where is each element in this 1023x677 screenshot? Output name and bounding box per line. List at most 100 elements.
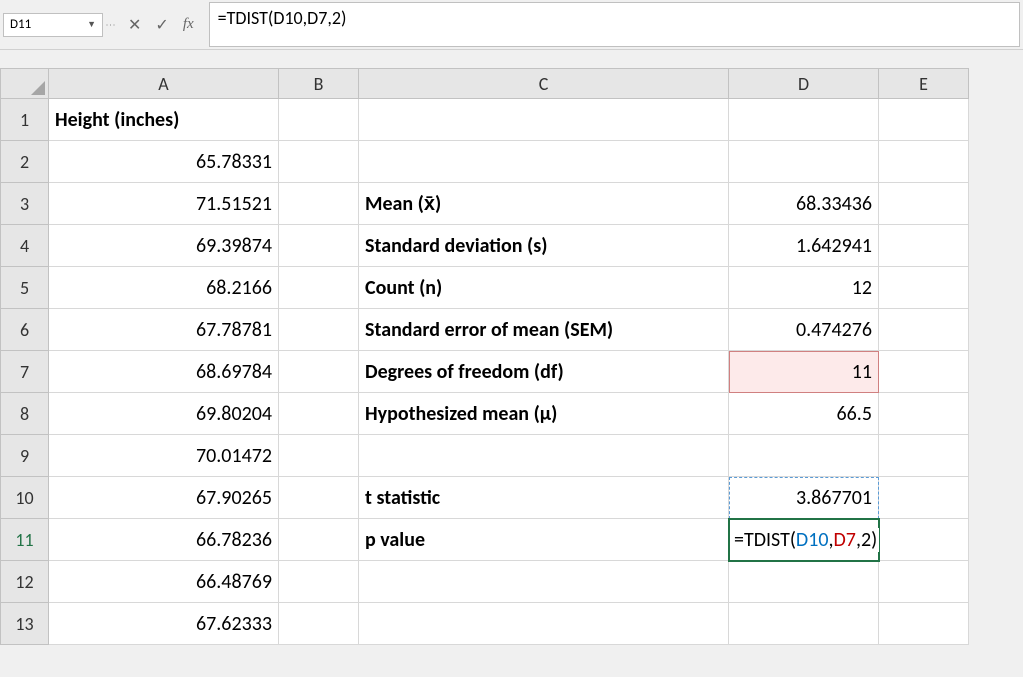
cancel-icon[interactable]: ✕ — [128, 15, 141, 35]
cell-E12[interactable] — [879, 561, 969, 603]
cell-E11[interactable] — [879, 519, 969, 561]
cell-E2[interactable] — [879, 141, 969, 183]
cell-B13[interactable] — [279, 603, 359, 645]
cell-B8[interactable] — [279, 393, 359, 435]
col-header-A[interactable]: A — [49, 69, 279, 99]
cell-A2[interactable]: 65.78331 — [49, 141, 279, 183]
cell-D7[interactable]: 11 — [729, 351, 879, 393]
row-header-10[interactable]: 10 — [1, 477, 49, 519]
cell-C7[interactable]: Degrees of freedom (df) — [359, 351, 729, 393]
formula-input[interactable]: =TDIST(D10,D7,2) — [209, 2, 1020, 47]
cell-C9[interactable] — [359, 435, 729, 477]
cell-D8[interactable]: 66.5 — [729, 393, 879, 435]
cell-E9[interactable] — [879, 435, 969, 477]
cell-B2[interactable] — [279, 141, 359, 183]
cell-A13[interactable]: 67.62333 — [49, 603, 279, 645]
name-box-wrap: D11 ▼ — [0, 0, 106, 49]
cell-B1[interactable] — [279, 99, 359, 141]
cell-A10[interactable]: 67.90265 — [49, 477, 279, 519]
cell-D10[interactable]: 3.867701 — [729, 477, 879, 519]
row-header-7[interactable]: 7 — [1, 351, 49, 393]
cell-B12[interactable] — [279, 561, 359, 603]
cell-E5[interactable] — [879, 267, 969, 309]
spreadsheet-grid: A B C D E 1 Height (inches) 2 65.78331 3… — [0, 68, 969, 645]
cell-D2[interactable] — [729, 141, 879, 183]
formula-bar-buttons: ✕ ✓ fx — [116, 0, 206, 49]
cell-A1[interactable]: Height (inches) — [49, 99, 279, 141]
row-header-12[interactable]: 12 — [1, 561, 49, 603]
cell-A5[interactable]: 68.2166 — [49, 267, 279, 309]
cell-E13[interactable] — [879, 603, 969, 645]
d11-prefix: =TDIST( — [734, 528, 796, 552]
separator: ⋮ — [106, 0, 116, 49]
select-all-corner[interactable] — [1, 69, 49, 99]
cell-A4[interactable]: 69.39874 — [49, 225, 279, 267]
d11-ref1: D10 — [796, 528, 829, 552]
cell-A11[interactable]: 66.78236 — [49, 519, 279, 561]
col-header-D[interactable]: D — [729, 69, 879, 99]
col-header-C[interactable]: C — [359, 69, 729, 99]
cell-D5[interactable]: 12 — [729, 267, 879, 309]
row-header-13[interactable]: 13 — [1, 603, 49, 645]
cell-E4[interactable] — [879, 225, 969, 267]
formula-text: =TDIST(D10,D7,2) — [218, 7, 347, 29]
cell-A6[interactable]: 67.78781 — [49, 309, 279, 351]
confirm-icon[interactable]: ✓ — [155, 15, 168, 35]
col-header-B[interactable]: B — [279, 69, 359, 99]
cell-B3[interactable] — [279, 183, 359, 225]
cell-C12[interactable] — [359, 561, 729, 603]
cell-C4[interactable]: Standard deviation (s) — [359, 225, 729, 267]
cell-E3[interactable] — [879, 183, 969, 225]
chevron-down-icon[interactable]: ▼ — [87, 19, 96, 30]
cell-C1[interactable] — [359, 99, 729, 141]
cell-C3[interactable]: Mean (x̄) — [359, 183, 729, 225]
cell-C8[interactable]: Hypothesized mean (μ) — [359, 393, 729, 435]
cell-E1[interactable] — [879, 99, 969, 141]
cell-D12[interactable] — [729, 561, 879, 603]
row-header-2[interactable]: 2 — [1, 141, 49, 183]
cell-E7[interactable] — [879, 351, 969, 393]
cell-D9[interactable] — [729, 435, 879, 477]
cell-D13[interactable] — [729, 603, 879, 645]
cell-B6[interactable] — [279, 309, 359, 351]
cell-D1[interactable] — [729, 99, 879, 141]
cell-A9[interactable]: 70.01472 — [49, 435, 279, 477]
row-header-11[interactable]: 11 — [1, 519, 49, 561]
row-header-6[interactable]: 6 — [1, 309, 49, 351]
cell-C10[interactable]: t statistic — [359, 477, 729, 519]
row-header-8[interactable]: 8 — [1, 393, 49, 435]
spacer — [0, 50, 1023, 68]
cell-A8[interactable]: 69.80204 — [49, 393, 279, 435]
row-header-5[interactable]: 5 — [1, 267, 49, 309]
col-header-E[interactable]: E — [879, 69, 969, 99]
cell-B4[interactable] — [279, 225, 359, 267]
d11-ref2: D7 — [834, 528, 856, 552]
cell-C5[interactable]: Count (n) — [359, 267, 729, 309]
d11-sep2: ,2) — [856, 528, 877, 552]
row-header-3[interactable]: 3 — [1, 183, 49, 225]
cell-B9[interactable] — [279, 435, 359, 477]
cell-B10[interactable] — [279, 477, 359, 519]
cell-A12[interactable]: 66.48769 — [49, 561, 279, 603]
fx-icon[interactable]: fx — [183, 16, 194, 33]
row-header-9[interactable]: 9 — [1, 435, 49, 477]
cell-C2[interactable] — [359, 141, 729, 183]
cell-E10[interactable] — [879, 477, 969, 519]
row-header-1[interactable]: 1 — [1, 99, 49, 141]
cell-A7[interactable]: 68.69784 — [49, 351, 279, 393]
cell-E8[interactable] — [879, 393, 969, 435]
cell-D11[interactable]: =TDIST(D10,D7,2) — [729, 519, 879, 561]
cell-E6[interactable] — [879, 309, 969, 351]
row-header-4[interactable]: 4 — [1, 225, 49, 267]
cell-B11[interactable] — [279, 519, 359, 561]
cell-C11[interactable]: p value — [359, 519, 729, 561]
cell-D6[interactable]: 0.474276 — [729, 309, 879, 351]
cell-C6[interactable]: Standard error of mean (SEM) — [359, 309, 729, 351]
cell-B7[interactable] — [279, 351, 359, 393]
cell-D3[interactable]: 68.33436 — [729, 183, 879, 225]
cell-B5[interactable] — [279, 267, 359, 309]
name-box[interactable]: D11 ▼ — [3, 13, 103, 37]
cell-C13[interactable] — [359, 603, 729, 645]
cell-D4[interactable]: 1.642941 — [729, 225, 879, 267]
cell-A3[interactable]: 71.51521 — [49, 183, 279, 225]
